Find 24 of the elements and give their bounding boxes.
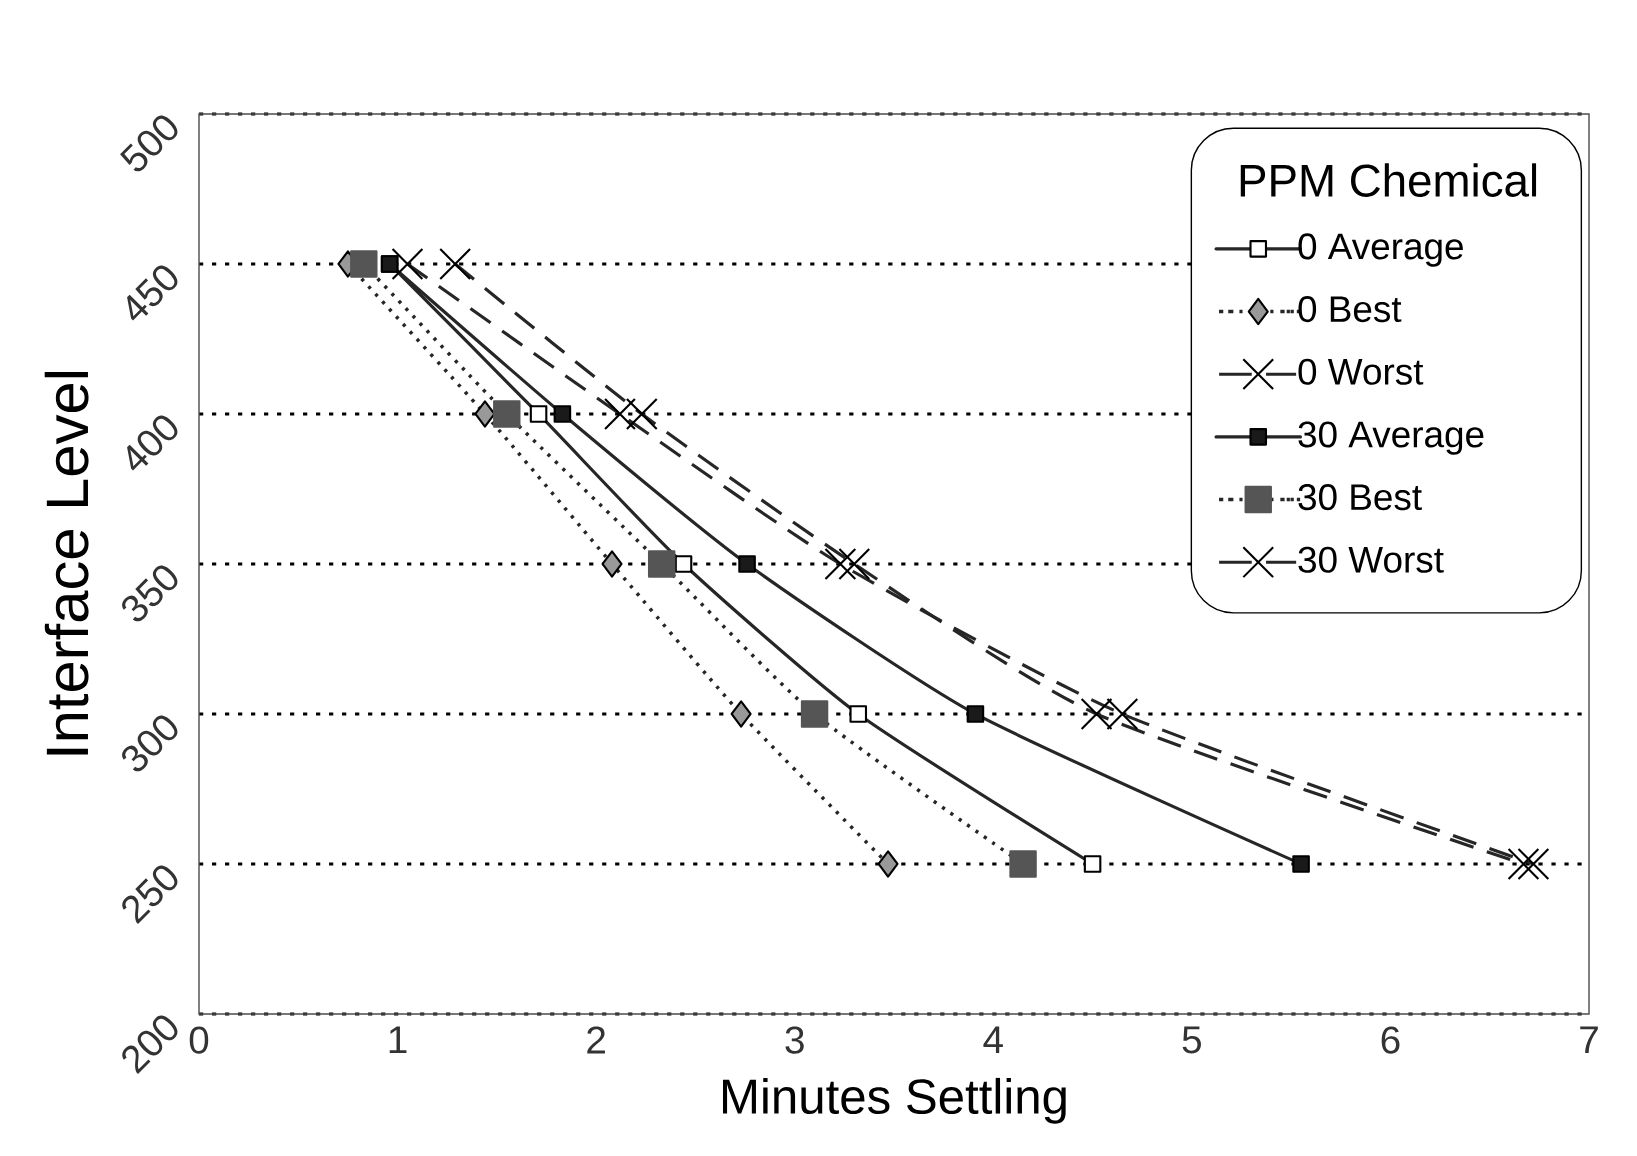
x-tick-label: 3: [785, 1026, 804, 1054]
legend-label: 30 Worst: [1298, 546, 1444, 573]
x-tick-label: 1: [389, 1026, 407, 1053]
legend-label: 0 Average: [1298, 233, 1463, 267]
legend-label: 0 Best: [1298, 296, 1402, 323]
y-tick-label: 200: [122, 1015, 178, 1074]
x-tick-label: 0: [189, 1026, 209, 1054]
y-tick-label: 300: [122, 715, 178, 772]
x-tick-label: 6: [1381, 1026, 1400, 1054]
x-tick-label: 7: [1580, 1026, 1598, 1053]
legend-label: 30 Best: [1298, 484, 1422, 511]
legend-title: PPM Chemical: [1240, 163, 1537, 197]
legend-label: 30 Average: [1298, 421, 1484, 455]
y-tick-label: 350: [122, 565, 178, 622]
y-axis-title: Interface Level: [44, 372, 89, 755]
x-tick-label: 4: [983, 1026, 1003, 1053]
legend-label: 0 Worst: [1298, 358, 1424, 385]
x-tick-label: 2: [587, 1026, 605, 1054]
y-tick-label: 450: [127, 265, 178, 321]
x-tick-label: 5: [1182, 1026, 1201, 1054]
y-tick-label: 250: [122, 865, 178, 924]
x-axis-title: Minutes Settling: [722, 1077, 1066, 1124]
y-tick-label: 400: [127, 415, 178, 471]
y-tick-label: 500: [120, 115, 178, 172]
